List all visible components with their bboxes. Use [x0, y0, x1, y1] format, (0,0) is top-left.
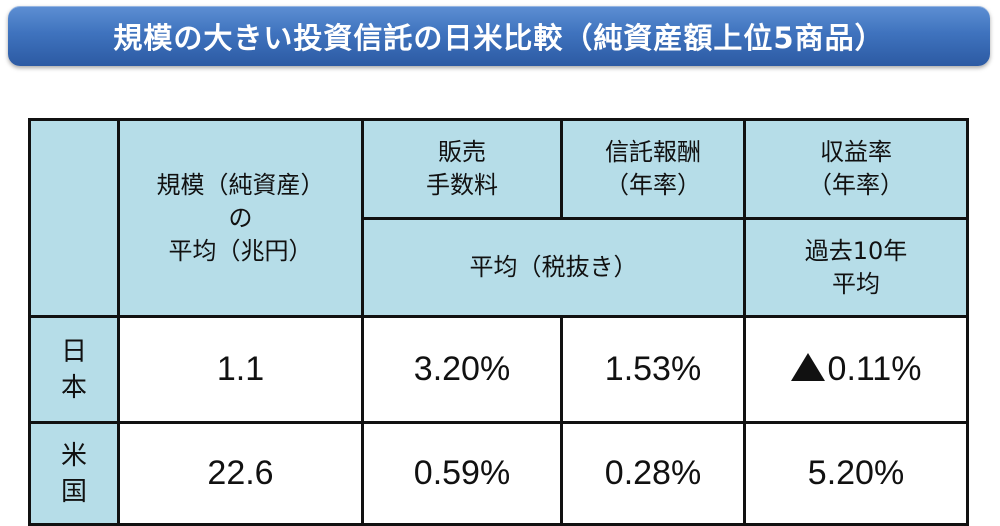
comparison-table: 規模（純資産） の 平均（兆円） 販売 手数料 信託報酬 （年率） 収益率 （年…	[28, 118, 969, 526]
japan-return-rate-value: 0.11%	[827, 350, 922, 388]
usa-scale-value: 22.6	[117, 421, 364, 526]
usa-trust-fee-value: 0.28%	[560, 421, 746, 526]
header-scale-line: 平均（兆円）	[168, 236, 313, 265]
header-return-period: 過去10年 平均	[743, 217, 969, 318]
header-return-rate: 収益率 （年率）	[743, 118, 969, 220]
header-corner-cell	[28, 118, 120, 318]
row-label-char: 本	[60, 372, 87, 403]
japan-scale-value: 1.1	[117, 315, 364, 424]
page-title: 規模の大きい投資信託の日米比較（純資産額上位5商品）	[8, 6, 990, 66]
row-label-char: 日	[60, 336, 87, 367]
header-sales-fee-line: 手数料	[426, 171, 498, 199]
header-return-rate-line: （年率）	[808, 171, 904, 199]
header-return-rate-line: 収益率	[820, 138, 892, 166]
header-sales-fee-line: 販売	[438, 138, 486, 166]
header-trust-fee-line: （年率）	[605, 171, 701, 199]
header-sales-fee: 販売 手数料	[361, 118, 563, 220]
usa-sales-fee-value: 0.59%	[361, 421, 563, 526]
header-return-period-line: 過去10年	[804, 236, 908, 265]
triangle-up-icon	[790, 353, 825, 381]
row-label-char: 米	[60, 440, 87, 471]
usa-return-rate-value: 5.20%	[743, 421, 969, 526]
row-label-char: 国	[60, 476, 87, 507]
header-scale-line: の	[228, 203, 253, 232]
header-trust-fee-line: 信託報酬	[605, 138, 701, 166]
japan-trust-fee-value: 1.53%	[560, 315, 746, 424]
header-trust-fee: 信託報酬 （年率）	[560, 118, 746, 220]
table-row: 米 国 22.6 0.59% 0.28% 5.20%	[28, 421, 969, 526]
row-label-japan: 日 本	[28, 315, 120, 424]
table-row: 日 本 1.1 3.20% 1.53% 0.11%	[28, 315, 969, 424]
header-fee-average: 平均（税抜き）	[361, 217, 746, 318]
header-scale: 規模（純資産） の 平均（兆円）	[117, 118, 364, 318]
header-scale-line: 規模（純資産）	[156, 170, 325, 199]
header-return-period-line: 平均	[832, 269, 880, 298]
japan-sales-fee-value: 3.20%	[361, 315, 563, 424]
japan-return-rate-cell: 0.11%	[743, 315, 969, 424]
row-label-usa: 米 国	[28, 421, 120, 526]
